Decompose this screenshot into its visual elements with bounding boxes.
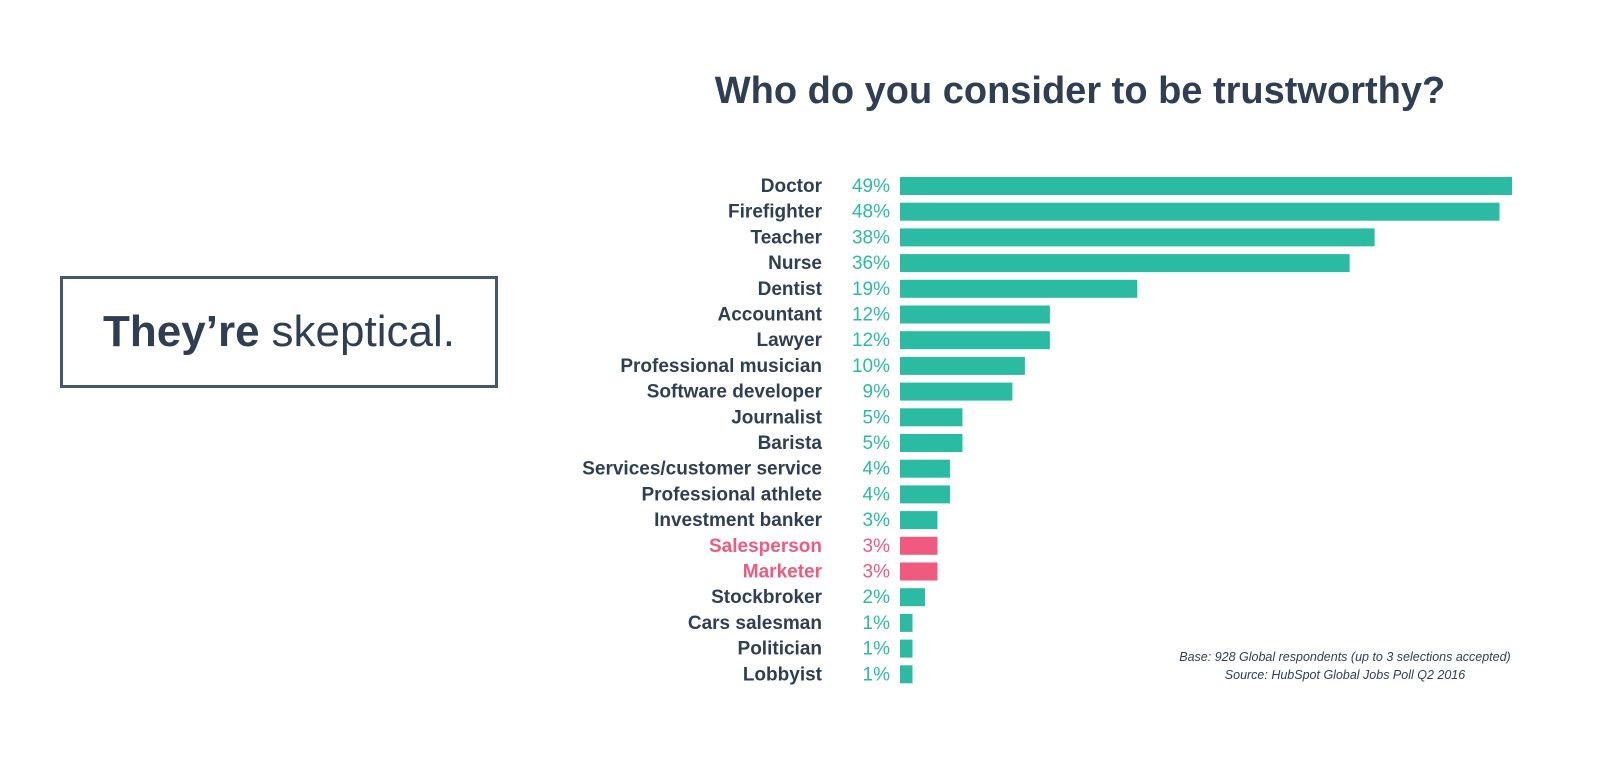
bar — [900, 331, 1050, 350]
callout-light-text: skeptical. — [271, 307, 455, 356]
value-label: 3% — [863, 536, 891, 557]
category-label: Nurse — [768, 253, 822, 274]
value-label: 4% — [863, 484, 891, 505]
value-label: 1% — [863, 664, 891, 685]
value-label: 4% — [863, 459, 891, 480]
value-label: 38% — [852, 227, 890, 248]
bar — [900, 562, 938, 581]
category-label: Accountant — [718, 305, 823, 326]
category-label: Firefighter — [728, 202, 823, 223]
bar — [900, 459, 950, 478]
bar — [900, 254, 1350, 273]
bar — [900, 305, 1050, 324]
category-label: Salesperson — [709, 536, 822, 557]
bar — [900, 665, 913, 684]
value-label: 12% — [852, 330, 890, 351]
category-label: Doctor — [761, 176, 823, 197]
category-label: Marketer — [743, 562, 823, 583]
value-label: 1% — [863, 613, 891, 634]
value-label: 48% — [852, 202, 890, 223]
footnote-base: Base: 928 Global respondents (up to 3 se… — [1179, 650, 1511, 664]
value-label: 9% — [863, 382, 891, 403]
category-label: Software developer — [647, 382, 823, 403]
bar — [900, 177, 1512, 195]
category-label: Journalist — [731, 407, 822, 428]
bar — [900, 434, 963, 452]
value-label: 3% — [863, 510, 891, 531]
bar — [900, 228, 1375, 247]
category-label: Politician — [738, 639, 822, 660]
bar — [900, 202, 1500, 221]
value-label: 5% — [863, 433, 891, 454]
category-label: Professional musician — [620, 356, 822, 377]
value-label: 10% — [852, 356, 890, 377]
value-label: 3% — [863, 562, 891, 583]
value-label: 49% — [852, 176, 890, 197]
value-label: 1% — [863, 639, 891, 660]
value-label: 19% — [852, 279, 890, 300]
category-label: Teacher — [751, 227, 823, 248]
bar — [900, 408, 963, 427]
value-label: 5% — [863, 407, 891, 428]
chart-title: Who do you consider to be trustworthy? — [714, 70, 1446, 112]
bar — [900, 382, 1013, 401]
chart-footnote: Base: 928 Global respondents (up to 3 se… — [1110, 648, 1580, 684]
footnote-source: Source: HubSpot Global Jobs Poll Q2 2016 — [1224, 668, 1466, 682]
value-label: 2% — [863, 587, 891, 608]
bar — [900, 639, 913, 658]
category-label: Lobbyist — [743, 664, 823, 685]
callout-box: They’re skeptical. — [60, 276, 498, 388]
bar — [900, 356, 1025, 375]
value-label: 12% — [852, 305, 890, 326]
bar — [900, 485, 950, 504]
callout-bold-text: They’re — [103, 307, 260, 356]
category-label: Lawyer — [757, 330, 823, 351]
category-label: Cars salesman — [688, 613, 822, 634]
bar — [900, 279, 1138, 298]
category-label: Barista — [758, 433, 823, 454]
value-label: 36% — [852, 253, 890, 274]
bar — [900, 613, 913, 632]
category-label: Services/customer service — [582, 459, 822, 480]
bar — [900, 588, 925, 607]
bar — [900, 536, 938, 555]
category-label: Stockbroker — [711, 587, 822, 608]
bar — [900, 511, 938, 530]
category-label: Professional athlete — [641, 484, 822, 505]
category-label: Investment banker — [654, 510, 822, 531]
category-label: Dentist — [758, 279, 823, 300]
